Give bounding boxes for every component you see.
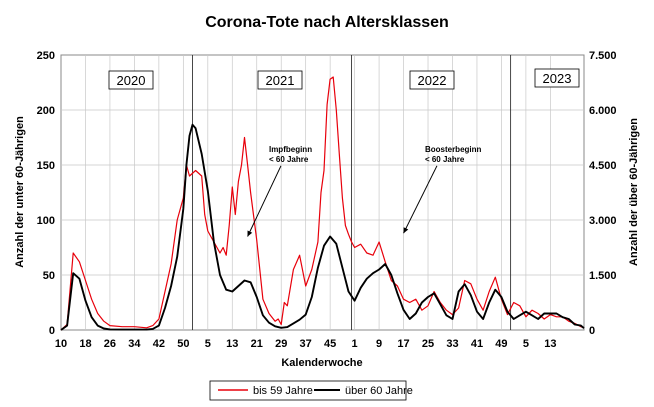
- x-tick-label: 13: [226, 338, 238, 350]
- series-line: [61, 77, 584, 330]
- x-gridlines: [85, 55, 550, 330]
- legend: bis 59 Jahre über 60 Jahre: [210, 381, 413, 400]
- y-tick-left-label: 250: [37, 50, 55, 62]
- x-tick-label: 25: [422, 338, 434, 350]
- legend-label-red: bis 59 Jahre: [253, 385, 313, 397]
- x-tick-label: 34: [128, 338, 141, 350]
- y-ticks-right: 0 1.500 3.000 4.500 6.000 7.500: [589, 50, 617, 337]
- x-tick-label: 18: [79, 338, 91, 350]
- x-tick-label: 1: [352, 338, 358, 350]
- chart-title: Corona-Tote nach Altersklassen: [205, 14, 449, 31]
- y-ticks-left: 0 50 100 150 200 250: [37, 50, 55, 337]
- annotation-text: Impfbeginn: [269, 145, 312, 154]
- y-tick-right-label: 4.500: [589, 160, 617, 172]
- y-tick-right-label: 6.000: [589, 105, 617, 117]
- legend-label-black: über 60 Jahre: [345, 385, 413, 397]
- y-tick-left-label: 50: [43, 270, 55, 282]
- year-label-2023: 2023: [543, 71, 572, 86]
- x-tick-label: 9: [376, 338, 382, 350]
- series-ueber-60: [61, 125, 584, 330]
- x-tick-label: 49: [495, 338, 507, 350]
- x-tick-label: 5: [523, 338, 529, 350]
- x-tick-label: 41: [471, 338, 483, 350]
- annotation-arrow-shaft: [248, 166, 281, 237]
- series-line: [61, 125, 584, 330]
- y-tick-left-label: 100: [37, 215, 55, 227]
- x-tick-label: 10: [55, 338, 67, 350]
- annotation-arrow-shaft: [404, 166, 437, 233]
- year-label-2021: 2021: [266, 73, 295, 88]
- y-tick-right-label: 3.000: [589, 215, 617, 227]
- year-label-2020: 2020: [117, 73, 146, 88]
- x-tick-label: 33: [446, 338, 458, 350]
- annotation-text: < 60 Jahre: [269, 155, 309, 164]
- x-axis-label: Kalenderwoche: [281, 357, 362, 369]
- x-tick-label: 21: [251, 338, 263, 350]
- x-tick-label: 5: [205, 338, 211, 350]
- y-axis-label-right: Anzahl der über 60-Jährigen: [628, 118, 640, 266]
- plot-frame: [61, 55, 584, 330]
- series-bis-59: [61, 77, 584, 330]
- year-label-2022: 2022: [418, 73, 447, 88]
- annotation-text: Boosterbeginn: [425, 145, 482, 154]
- x-tick-label: 37: [300, 338, 312, 350]
- x-tick-label: 42: [153, 338, 165, 350]
- y-axis-label-left: Anzahl der unter 60-Jährigen: [14, 116, 26, 268]
- year-labels: 2020 2021 2022 2023: [109, 69, 579, 89]
- x-tick-label: 26: [104, 338, 116, 350]
- y-tick-right-label: 1.500: [589, 270, 617, 282]
- x-tick-label: 50: [177, 338, 189, 350]
- x-tick-label: 17: [397, 338, 409, 350]
- y-tick-left-label: 0: [49, 325, 55, 337]
- x-tick-label: 13: [544, 338, 556, 350]
- y-tick-right-label: 0: [589, 325, 595, 337]
- y-tick-left-label: 200: [37, 105, 55, 117]
- x-ticks: 10 18 26 34 42 50 5 13 21 29 37 45 1 9 17 25 33 41 49 5 13: [55, 338, 557, 350]
- y-tick-right-label: 7.500: [589, 50, 617, 62]
- x-tick-label: 45: [324, 338, 336, 350]
- annotation-text: < 60 Jahre: [425, 155, 465, 164]
- x-tick-label: 29: [275, 338, 287, 350]
- y-tick-left-label: 150: [37, 160, 55, 172]
